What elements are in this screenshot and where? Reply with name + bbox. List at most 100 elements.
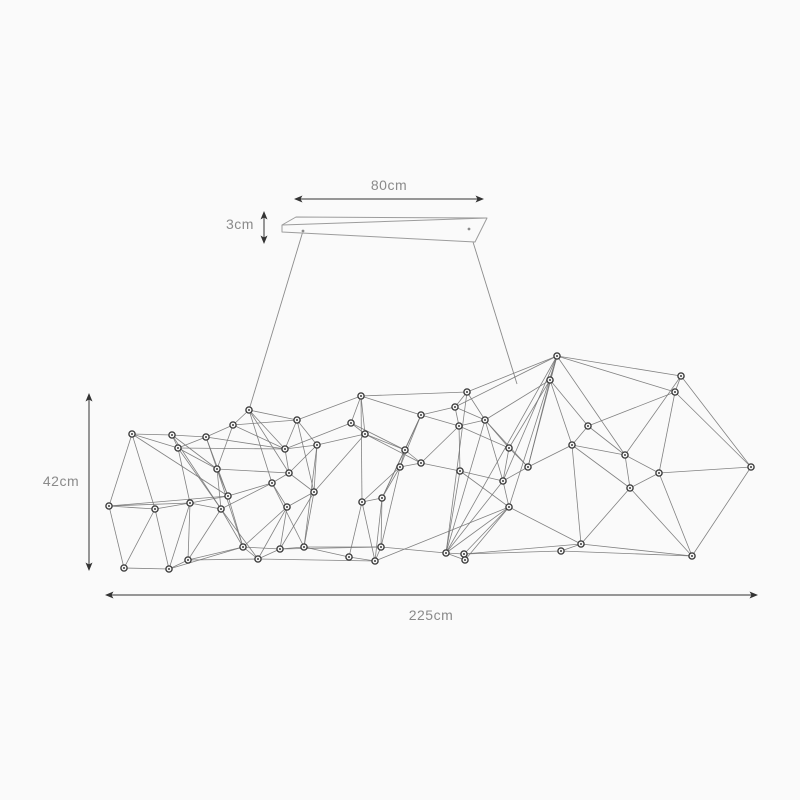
light-node-center: [580, 543, 582, 545]
light-node-center: [629, 487, 631, 489]
wire-edge: [189, 495, 229, 504]
light-node-center: [399, 466, 401, 468]
light-node-center: [364, 433, 366, 435]
wire-edge: [248, 409, 298, 421]
wire-edge: [187, 502, 191, 561]
wire-edge: [360, 391, 468, 397]
wire-edge: [227, 482, 273, 497]
wire-edge: [131, 433, 229, 497]
light-node-center: [458, 425, 460, 427]
light-node-center: [549, 379, 551, 381]
light-node-center: [624, 454, 626, 456]
wire-edge: [350, 422, 406, 451]
wire-edge: [502, 447, 510, 482]
light-node-center: [680, 375, 682, 377]
wire-edge: [624, 454, 660, 474]
wire-edge: [463, 550, 562, 555]
wire-edge: [361, 466, 401, 503]
wire-edge: [108, 433, 133, 507]
wire-edge: [288, 472, 315, 493]
wire-edge: [587, 391, 676, 427]
wire-edge: [571, 425, 589, 446]
wire-edge: [177, 447, 218, 470]
wire-edge: [279, 491, 315, 550]
wire-edge: [399, 414, 422, 468]
wire-edge: [360, 395, 422, 416]
wire-edge: [187, 546, 244, 561]
wire-edge: [242, 506, 288, 548]
wire-edge: [466, 391, 486, 421]
light-node-center: [380, 546, 382, 548]
wire-edge: [458, 419, 486, 427]
wire-edge: [420, 425, 460, 464]
wire-edge: [242, 546, 281, 550]
light-node-center: [232, 424, 234, 426]
wire-edge: [502, 480, 510, 508]
wire-edge: [177, 447, 191, 504]
light-node-center: [454, 406, 456, 408]
wire-edge: [303, 546, 350, 558]
wire-edge: [257, 548, 281, 560]
light-node-center: [508, 447, 510, 449]
wire-edge: [587, 425, 626, 456]
wire-edge: [154, 502, 191, 510]
wire-edge: [463, 543, 582, 555]
wire-edge: [691, 466, 752, 557]
wire-edge: [360, 395, 366, 435]
light-node-center: [284, 448, 286, 450]
light-node-center: [361, 501, 363, 503]
wire-edge: [484, 379, 551, 421]
wire-edge: [463, 506, 510, 555]
light-node-center: [360, 395, 362, 397]
dimension-arrows: [85, 195, 758, 599]
wire-edge: [466, 355, 558, 393]
light-node-center: [463, 553, 465, 555]
wire-edge: [381, 466, 401, 499]
wire-edge: [527, 444, 573, 468]
light-node-center: [587, 425, 589, 427]
light-node-center: [303, 546, 305, 548]
wire-edge: [168, 502, 191, 570]
wire-edge: [303, 444, 318, 548]
wire-edge: [445, 355, 558, 554]
wire-edge: [108, 505, 125, 569]
wire-edge: [549, 379, 573, 446]
dimension-label-fixture-width: 225cm: [408, 607, 454, 623]
light-node-center: [288, 472, 290, 474]
wire-edge: [484, 419, 504, 482]
wire-edge: [108, 502, 191, 507]
wire-edge: [288, 444, 318, 474]
light-node-center: [571, 444, 573, 446]
wire-edge: [271, 482, 288, 508]
light-node-center: [227, 495, 229, 497]
wire-edge: [508, 379, 551, 449]
wire-edge: [360, 395, 363, 503]
wire-edge: [284, 444, 318, 450]
light-node-center: [502, 480, 504, 482]
wire-edge: [580, 487, 631, 545]
light-node-center: [313, 491, 315, 493]
light-node-center: [464, 559, 466, 561]
wire-edge: [445, 391, 468, 554]
wire-edge: [257, 558, 376, 562]
wire-edge: [220, 508, 259, 560]
light-node-center: [316, 444, 318, 446]
wire-edge: [177, 447, 286, 450]
cable-anchor: [467, 227, 471, 231]
wire-edge: [454, 406, 486, 421]
wire-edge: [556, 355, 682, 377]
wire-edge: [364, 433, 422, 464]
dimension-label-canopy-height: 3cm: [226, 216, 254, 232]
light-node-center: [187, 559, 189, 561]
wire-edge: [680, 375, 752, 468]
wire-edge: [508, 447, 529, 468]
wire-edge: [380, 466, 401, 548]
wire-edge: [420, 406, 456, 416]
wire-edge: [168, 546, 244, 570]
wire-edge: [123, 567, 170, 570]
wire-edge: [629, 487, 693, 557]
suspension-cable: [468, 228, 518, 385]
light-node-center: [171, 434, 173, 436]
wire-edge: [549, 379, 589, 427]
